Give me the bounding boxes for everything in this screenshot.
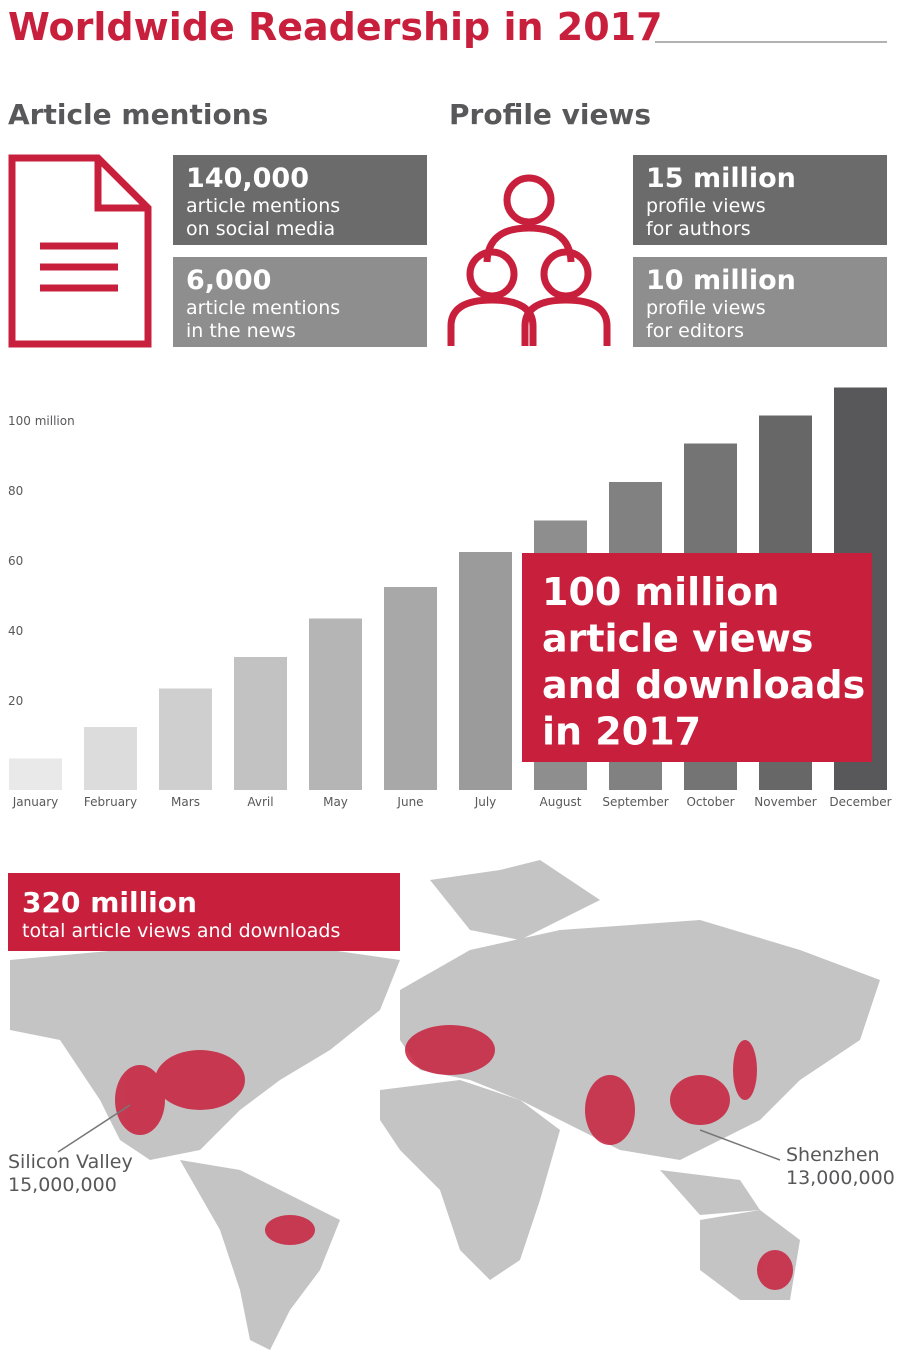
map-label-name: Silicon Valley xyxy=(8,1151,133,1173)
map-subheading: total article views and downloads xyxy=(22,920,340,942)
world-map xyxy=(10,860,880,1350)
annotation-text: 100 million xyxy=(542,570,779,614)
bar xyxy=(384,587,437,790)
stat-text: article mentions xyxy=(186,195,340,217)
stat-box xyxy=(173,155,427,245)
stat-text: for authors xyxy=(646,218,751,240)
x-tick-label: January xyxy=(12,795,59,809)
x-tick-label: September xyxy=(602,795,668,809)
stat-text: on social media xyxy=(186,218,335,240)
document-icon xyxy=(8,154,152,348)
bar xyxy=(84,727,137,790)
x-tick-label: July xyxy=(474,795,497,809)
stat-box xyxy=(633,257,887,347)
bar xyxy=(309,618,362,790)
x-tick-label: August xyxy=(540,795,582,809)
annotation-text: and downloads xyxy=(542,663,865,707)
map-label-value: 13,000,000 xyxy=(786,1167,895,1189)
map-heading: 320 million xyxy=(22,886,197,919)
x-tick-label: Mars xyxy=(171,795,200,809)
map-heading-box xyxy=(8,873,400,951)
stat-text: profile views xyxy=(646,297,766,319)
title: Worldwide Readership in 2017 xyxy=(8,5,663,49)
section-heading: Article mentions xyxy=(8,98,268,131)
x-tick-label: May xyxy=(323,795,348,809)
bar xyxy=(234,657,287,790)
x-tick-label: February xyxy=(84,795,137,809)
stat-value: 10 million xyxy=(646,265,796,296)
y-tick-label: 20 xyxy=(8,694,23,708)
stat-text: profile views xyxy=(646,195,766,217)
x-tick-label: November xyxy=(754,795,816,809)
annotation-box xyxy=(522,553,872,762)
annotation-text: in 2017 xyxy=(542,710,701,754)
y-tick-label: 40 xyxy=(8,624,23,638)
stat-text: in the news xyxy=(186,320,296,342)
stat-text: article mentions xyxy=(186,297,340,319)
bar xyxy=(459,552,512,790)
section-heading: Profile views xyxy=(449,98,651,131)
y-tick-label: 60 xyxy=(8,554,23,568)
people-icon xyxy=(447,174,611,346)
x-tick-label: December xyxy=(829,795,891,809)
bar xyxy=(9,758,62,790)
y-tick-label: 100 million xyxy=(8,414,75,428)
x-tick-label: October xyxy=(686,795,734,809)
stat-box xyxy=(633,155,887,245)
x-tick-label: June xyxy=(396,795,423,809)
stat-value: 6,000 xyxy=(186,265,271,296)
stat-value: 15 million xyxy=(646,163,796,194)
x-tick-label: Avril xyxy=(247,795,273,809)
stat-text: for editors xyxy=(646,320,744,342)
leader-line xyxy=(57,1104,131,1153)
annotation-text: article views xyxy=(542,617,813,661)
leader-line xyxy=(699,1129,781,1161)
bar xyxy=(159,688,212,790)
stat-value: 140,000 xyxy=(186,163,309,194)
y-tick-label: 80 xyxy=(8,484,23,498)
stat-box xyxy=(173,257,427,347)
map-density xyxy=(115,1025,793,1290)
map-label-name: Shenzhen xyxy=(786,1144,880,1166)
map-label-value: 15,000,000 xyxy=(8,1174,117,1196)
